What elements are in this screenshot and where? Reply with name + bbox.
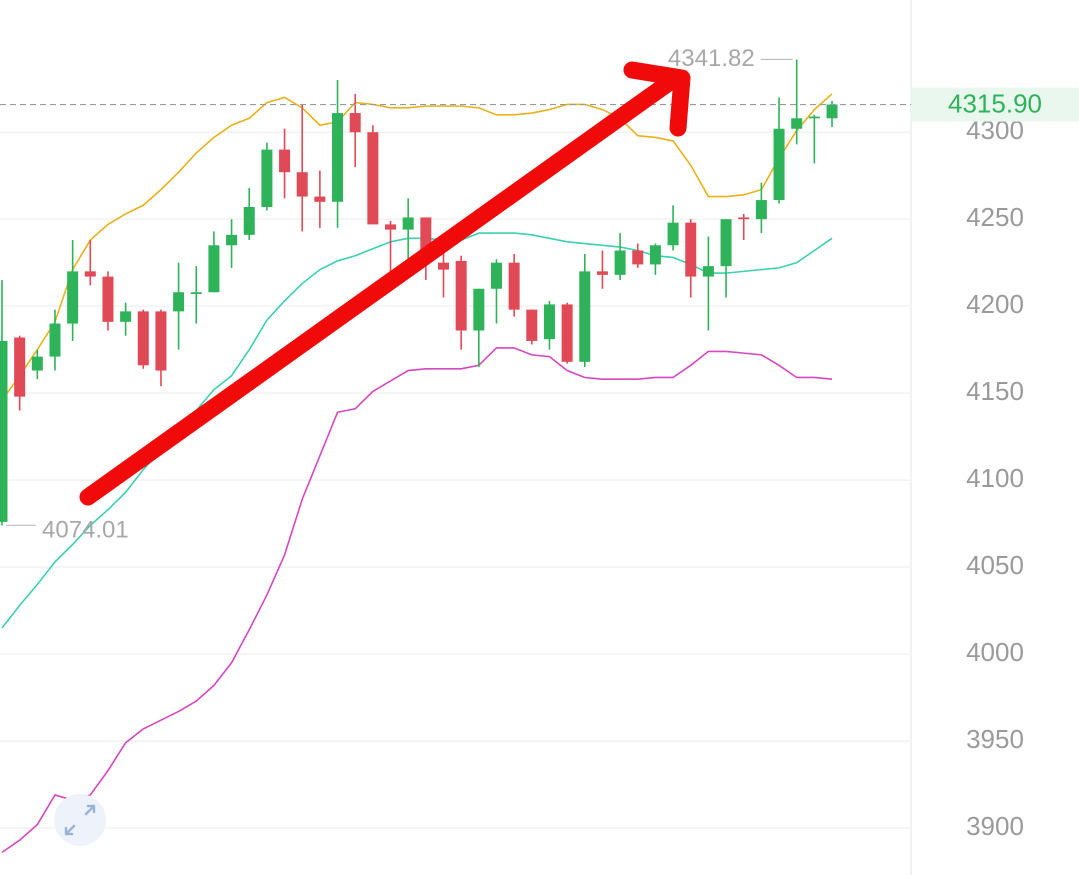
indicator-line [1,347,833,854]
candle-body [226,234,238,246]
candle-body [473,288,485,331]
indicator-line [1,93,833,401]
expand-icon[interactable] [64,804,96,836]
candle-body [526,309,538,341]
candle-body [667,222,679,246]
candle-body [14,337,26,397]
candle-body [738,217,750,220]
candle-body [0,340,8,522]
arrow-shaft [79,73,679,506]
candle-body [208,245,220,293]
candle-body [808,116,820,119]
candle-body [720,219,732,267]
y-tick-label: 4000 [966,637,1024,667]
candle-body [420,217,432,263]
candle-body [773,128,785,201]
candle-body [49,323,61,357]
annotations: 4315.90 4341.82 4074.01 [0,45,1079,544]
candle-body [296,172,308,197]
expand-bg[interactable] [54,794,106,846]
candle-body [261,149,273,208]
trend-arrow [79,61,691,506]
candle-body [31,356,43,371]
candle-body [561,304,573,362]
candle-body [67,271,79,324]
max-label: 4341.82 [668,45,755,72]
candle-body [543,304,555,340]
last-price-bg [911,87,1079,122]
candle-body [137,311,149,366]
candle-body [190,292,202,294]
candle-body [155,311,167,371]
y-tick-label: 4250 [966,202,1024,232]
y-tick-label: 3950 [966,724,1024,754]
candle-body [579,271,591,362]
candle-body [614,250,626,275]
candle-body [84,271,96,277]
y-tick-label: 4050 [966,550,1024,580]
expand-button[interactable] [54,794,106,846]
candle-body [367,132,379,225]
candle-body [490,262,502,289]
candle-body [314,196,326,202]
candle-body [279,149,291,173]
arrow-head [623,61,691,137]
candle-body [349,113,361,133]
candle-body [173,292,185,312]
candle-body [102,276,114,322]
candle-body [755,200,767,220]
min-label: 4074.01 [42,517,129,544]
candle-body [385,224,397,230]
candle-body [649,245,661,265]
last-price-label: 4315.90 [948,88,1042,118]
candle-body [702,266,714,277]
candle-body [685,222,697,277]
candle-body [508,262,520,310]
y-tick-label: 4100 [966,463,1024,493]
candle-body [438,262,449,270]
candle-body [791,118,803,129]
candle-body [632,250,644,265]
candles [0,59,838,526]
candle-body [455,260,467,331]
candle-body [826,104,838,119]
y-tick-label: 4200 [966,289,1024,319]
candle-body [120,311,132,322]
y-tick-label: 3900 [966,811,1024,841]
candle-body [332,113,344,202]
candle-body [596,271,608,275]
candle-body [402,217,414,230]
candle-body [243,207,255,235]
y-tick-label: 4150 [966,376,1024,406]
